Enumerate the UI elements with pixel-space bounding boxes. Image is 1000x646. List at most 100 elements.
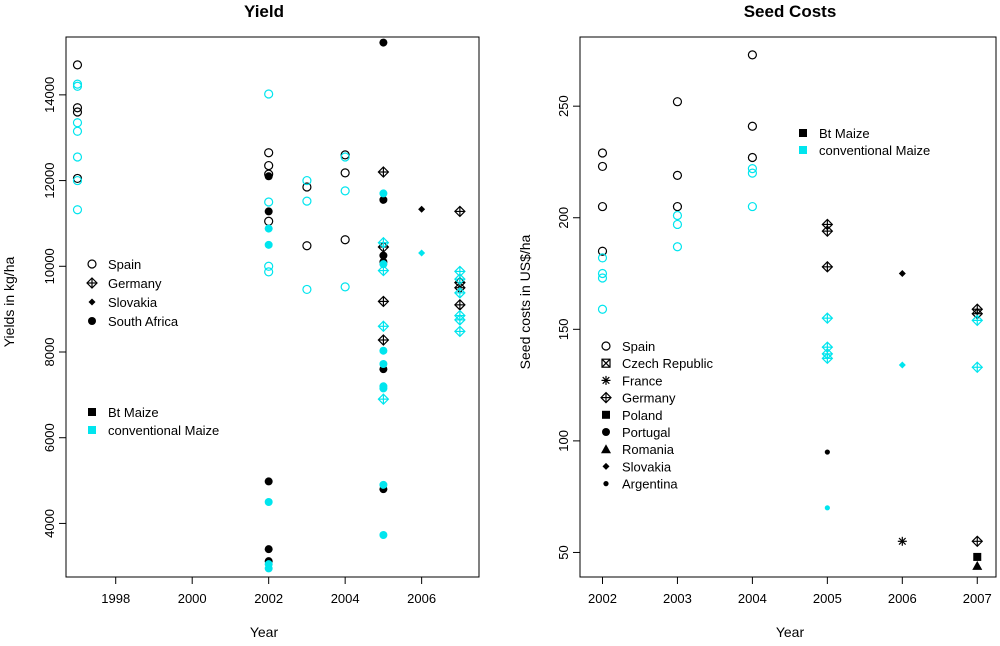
y-tick-label: 100 [556,430,571,452]
data-point-slovakia-conventional [418,249,426,257]
data-point-spain-conventional [340,282,350,292]
yield-chart-panel: Yield Year Yields in kg/ha 1998 2000 2002 2… [1,2,480,640]
data-point-romania-bt [972,560,983,570]
data-point-south-africa-bt [264,207,273,216]
data-point-germany-bt [821,225,834,237]
y-tick-label: 200 [556,207,571,229]
data-point-spain-bt [340,168,350,178]
x-axis-label: Year [250,624,279,640]
data-point-south-africa-conventional [379,531,388,539]
legend-swatch [88,408,96,416]
data-point-south-africa-conventional [379,189,388,198]
legend-label: South Africa [108,314,179,329]
data-point-germany-conventional [454,314,466,326]
y-tick-label: 4000 [42,509,57,538]
data-point-germany-conventional [454,273,466,285]
data-point-france-bt [897,536,907,546]
legend-label: Slovakia [108,295,158,310]
x-tick-label: 2006 [888,591,917,606]
legend-swatch [88,426,96,434]
y-tick-label: 250 [556,95,571,117]
legend-label: Slovakia [622,459,672,474]
data-point-spain-conventional [72,175,83,186]
y-tick-label: 14000 [42,77,57,113]
legend-marker-argentina [603,481,609,487]
legend: Spain Czech Republic France Germany Poland Po… [600,126,930,492]
legend-label: France [622,373,662,388]
plot-frame [579,36,997,578]
data-point-spain-conventional [264,197,274,207]
legend-swatch [799,129,807,137]
data-point-slovakia-conventional [898,361,906,369]
data-point-spain-bt [72,103,83,113]
x-tick-label: 2005 [813,591,842,606]
data-point-germany-conventional [971,314,984,327]
data-point-argentina-bt [824,449,830,455]
legend-label: Portugal [622,425,671,440]
data-point-spain-conventional [672,219,683,230]
legend-marker-poland [602,410,610,419]
data-point-spain-conventional [302,284,312,295]
data-point-spain-conventional [302,196,312,206]
data-point-spain-bt [264,216,274,226]
legend-label: Germany [622,391,676,406]
data-point-germany-bt [377,334,390,346]
data-point-spain-conventional [340,152,350,162]
axes: 2002 2003 2004 2005 2006 2007 50 100 150 200 250 [556,95,992,606]
data-point-spain-conventional [72,118,83,128]
seed-costs-chart-panel: Seed Costs Year Seed costs in US$/ha 200… [517,2,997,640]
data-point-south-africa-conventional [264,240,273,249]
data-point-germany-conventional [377,320,390,333]
data-point-spain-bt [597,161,608,172]
chart-title: Seed Costs [744,2,837,21]
y-tick-label: 50 [556,545,571,559]
data-point-spain-bt [264,148,274,158]
data-point-spain-bt [597,201,608,212]
data-points [72,38,466,573]
y-tick-label: 10000 [42,248,57,284]
data-point-spain-conventional [72,126,83,136]
data-point-south-africa-conventional [264,224,273,233]
data-point-south-africa-conventional [264,564,273,573]
data-point-germany-conventional [377,236,390,249]
y-axis-label: Yields in kg/ha [1,257,17,348]
data-point-spain-conventional [72,205,83,215]
chart-title: Yield [244,2,284,21]
data-point-spain-conventional [302,175,312,186]
data-point-spain-conventional [747,201,757,212]
data-point-south-africa-bt [264,172,273,181]
data-point-germany-bt [821,260,834,273]
data-point-spain-bt [302,241,312,251]
data-point-spain-bt [747,121,757,131]
legend-marker-slovakia [88,298,96,306]
data-point-spain-conventional [597,253,608,263]
legend-label: conventional Maize [819,143,930,158]
data-point-spain-conventional [264,261,274,271]
legend-marker-france [601,375,611,385]
data-point-spain-bt [302,182,312,192]
data-point-poland-bt [973,552,982,561]
legend-label: Romania [622,442,675,457]
data-point-south-africa-bt [264,545,273,554]
data-point-spain-conventional [340,186,350,196]
plot-frame [65,36,480,578]
data-points [597,50,984,570]
data-point-spain-bt [597,148,608,158]
x-tick-label: 1998 [101,591,130,606]
x-tick-label: 2004 [738,591,767,606]
data-point-spain-conventional [264,89,274,99]
legend-label: Argentina [622,477,678,492]
data-point-south-africa-conventional [379,346,388,355]
data-point-spain-bt [264,160,274,171]
data-point-germany-conventional [454,287,466,299]
y-tick-label: 150 [556,318,571,340]
data-point-germany-bt [454,299,466,311]
data-point-spain-conventional [672,242,683,252]
data-point-spain-conventional [747,164,757,174]
data-point-spain-conventional [672,210,683,221]
x-tick-label: 2006 [407,591,436,606]
x-axis-label: Year [776,624,805,640]
y-tick-label: 6000 [42,423,57,452]
legend-label: Czech Republic [622,356,714,371]
